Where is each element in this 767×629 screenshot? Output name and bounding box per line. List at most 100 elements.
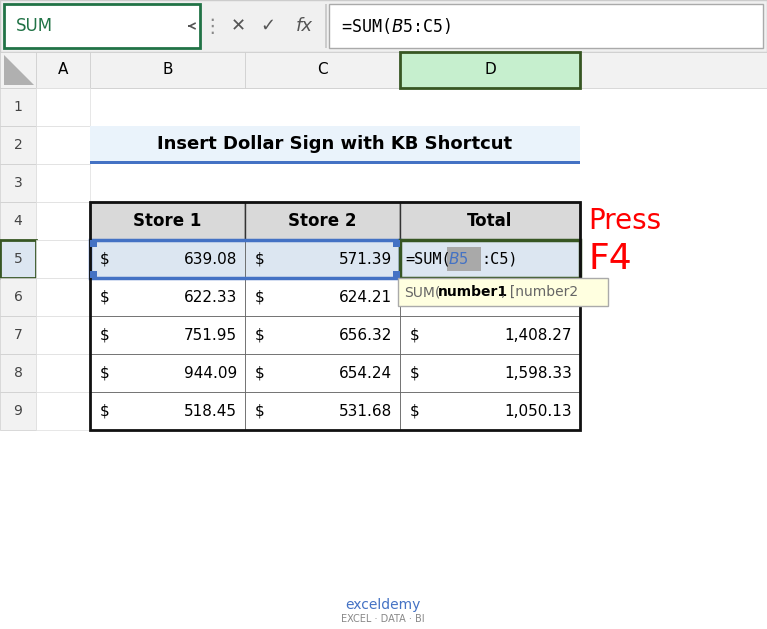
Bar [36,88,90,126]
Text: 654.24: 654.24 [339,365,392,381]
Bar [329,4,763,48]
Bar [90,202,580,430]
Bar [0,88,36,126]
Text: $: $ [100,328,110,343]
Text: 1,598.33: 1,598.33 [504,365,572,381]
Text: $: $ [255,252,265,267]
Bar [36,240,90,278]
Text: Store 2: Store 2 [288,212,357,230]
Bar [90,316,245,354]
Text: Press: Press [588,207,661,235]
Text: $: $ [100,289,110,304]
Text: Store 1: Store 1 [133,212,202,230]
Bar [36,278,90,316]
Polygon shape [4,55,34,85]
Bar [90,392,245,430]
Text: $: $ [255,365,265,381]
Bar [90,240,245,278]
Bar [245,278,400,316]
Bar [245,52,400,88]
Bar [0,126,36,164]
Bar [90,161,580,164]
Text: 5: 5 [14,252,22,266]
Bar [0,164,36,202]
Text: F4: F4 [588,242,632,276]
Text: C: C [318,62,328,77]
Bar [400,354,580,392]
Text: 1,408.27: 1,408.27 [505,328,572,343]
Text: :C5): :C5) [481,252,518,267]
Bar [90,52,245,88]
Bar [36,392,90,430]
Text: $: $ [410,365,420,381]
Bar [393,271,400,278]
Text: $: $ [100,252,110,267]
Bar [245,240,400,278]
Text: D: D [484,62,496,77]
Text: 518.45: 518.45 [184,403,237,418]
Bar [245,316,400,354]
Text: 7: 7 [14,328,22,342]
Text: $: $ [100,365,110,381]
Bar [36,202,90,240]
Bar [400,240,580,278]
Text: 6: 6 [14,290,22,304]
Bar [90,240,400,278]
Text: 1,050.13: 1,050.13 [505,403,572,418]
Text: $: $ [100,403,110,418]
Text: $: $ [410,328,420,343]
Bar [393,240,400,247]
Text: 531.68: 531.68 [339,403,392,418]
Text: fx: fx [295,17,312,35]
Text: 639.08: 639.08 [183,252,237,267]
Bar [245,202,400,240]
Bar [400,202,580,240]
Text: $: $ [255,403,265,418]
Text: 4: 4 [14,214,22,228]
Bar [36,126,90,164]
Bar [36,354,90,392]
Text: SUM(: SUM( [404,285,440,299]
Bar [400,240,580,278]
Text: A: A [58,62,68,77]
Bar [0,392,36,430]
Text: 624.21: 624.21 [339,289,392,304]
Text: ✕: ✕ [230,17,245,35]
Bar [90,354,245,392]
Text: Total: Total [467,212,512,230]
Bar [400,392,580,430]
Bar [90,240,97,247]
Text: 8: 8 [14,366,22,380]
Bar [0,202,36,240]
Text: 944.09: 944.09 [184,365,237,381]
Text: SUM: SUM [16,17,53,35]
Text: ✓: ✓ [261,17,275,35]
Bar [0,240,36,278]
Text: , [number2: , [number2 [501,285,578,299]
Text: =SUM(: =SUM( [405,252,451,267]
Text: $: $ [255,289,265,304]
Text: 656.32: 656.32 [338,328,392,343]
Bar [325,4,327,48]
Text: $: $ [255,328,265,343]
Bar [0,278,36,316]
Text: B: B [163,62,173,77]
Bar [90,278,245,316]
Text: exceldemy: exceldemy [345,598,420,612]
Text: number1: number1 [438,285,508,299]
Bar [90,271,97,278]
Text: 571.39: 571.39 [339,252,392,267]
Bar [400,52,580,88]
Text: 9: 9 [14,404,22,418]
Text: 1: 1 [14,100,22,114]
Text: 3: 3 [14,176,22,190]
Bar [0,52,36,88]
Text: EXCEL · DATA · BI: EXCEL · DATA · BI [341,614,425,624]
Bar [245,392,400,430]
Bar [36,52,90,88]
Text: $B$5: $B$5 [448,251,469,267]
Bar [4,4,200,48]
Text: 2: 2 [14,138,22,152]
Bar [0,52,767,88]
Bar [36,316,90,354]
